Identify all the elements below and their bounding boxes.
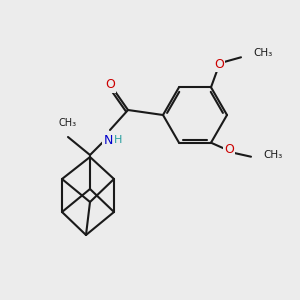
Text: O: O xyxy=(224,143,234,156)
Text: H: H xyxy=(114,135,122,145)
Text: CH₃: CH₃ xyxy=(59,118,77,128)
Text: O: O xyxy=(214,58,224,71)
Text: CH₃: CH₃ xyxy=(263,150,282,160)
Text: O: O xyxy=(105,79,115,92)
Text: N: N xyxy=(103,134,113,146)
Text: CH₃: CH₃ xyxy=(253,48,272,58)
